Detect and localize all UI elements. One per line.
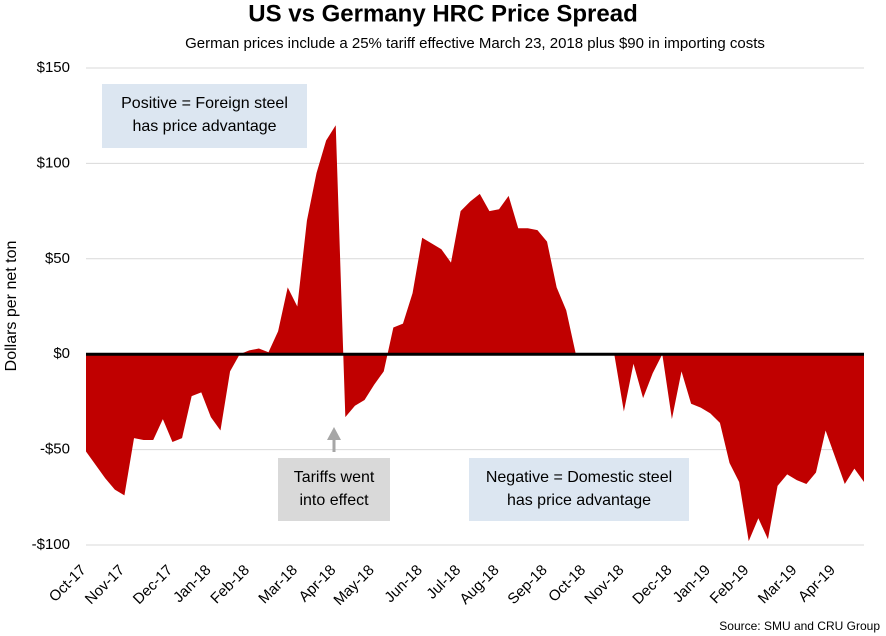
annotation-box bbox=[102, 84, 307, 148]
x-tick-label: Feb-18 bbox=[207, 562, 253, 608]
annotation-text: has price advantage bbox=[507, 492, 651, 509]
x-tick-label: Dec-18 bbox=[629, 562, 675, 608]
x-tick-label: Oct-18 bbox=[545, 562, 589, 606]
x-tick-label: Feb-19 bbox=[707, 562, 753, 608]
x-tick-label: Jan-19 bbox=[669, 562, 713, 606]
y-tick-label: $50 bbox=[45, 250, 70, 267]
source: Source: SMU and CRU Group bbox=[719, 619, 880, 633]
y-tick-label: $100 bbox=[37, 154, 70, 171]
x-tick-label: Jan-18 bbox=[170, 562, 214, 606]
y-axis-label: Dollars per net ton bbox=[3, 241, 20, 372]
annotation-text: has price advantage bbox=[132, 118, 276, 135]
annotation-text: Positive = Foreign steel bbox=[121, 95, 288, 112]
annotation-text: Negative = Domestic steel bbox=[486, 469, 672, 486]
x-tick-label: Oct-17 bbox=[46, 562, 90, 606]
chart-subtitle: German prices include a 25% tariff effec… bbox=[185, 35, 765, 52]
annotation-box bbox=[469, 458, 689, 521]
x-tick-label: Nov-17 bbox=[82, 562, 128, 608]
x-tick-label: Jun-18 bbox=[381, 562, 425, 606]
annotation-box bbox=[278, 458, 390, 521]
x-tick-label: Nov-18 bbox=[581, 562, 627, 608]
chart-title: US vs Germany HRC Price Spread bbox=[248, 0, 638, 27]
y-tick-label: -$100 bbox=[32, 536, 70, 553]
x-tick-label: Mar-19 bbox=[755, 562, 801, 608]
x-tick-label: Dec-17 bbox=[130, 562, 176, 608]
annotation-text: into effect bbox=[299, 492, 369, 509]
area bbox=[86, 125, 864, 542]
y-tick-label: -$50 bbox=[40, 441, 70, 458]
x-tick-label: Aug-18 bbox=[456, 562, 502, 608]
annotation-text: Tariffs went bbox=[294, 469, 375, 486]
arrow-head bbox=[327, 427, 341, 440]
x-tick-label: Sep-18 bbox=[504, 562, 550, 608]
y-tick-label: $150 bbox=[37, 59, 70, 76]
y-tick-label: $0 bbox=[53, 345, 70, 362]
x-tick-label: Mar-18 bbox=[255, 562, 301, 608]
x-tick-label: Apr-19 bbox=[795, 562, 839, 606]
x-tick-label: May-18 bbox=[330, 562, 377, 609]
